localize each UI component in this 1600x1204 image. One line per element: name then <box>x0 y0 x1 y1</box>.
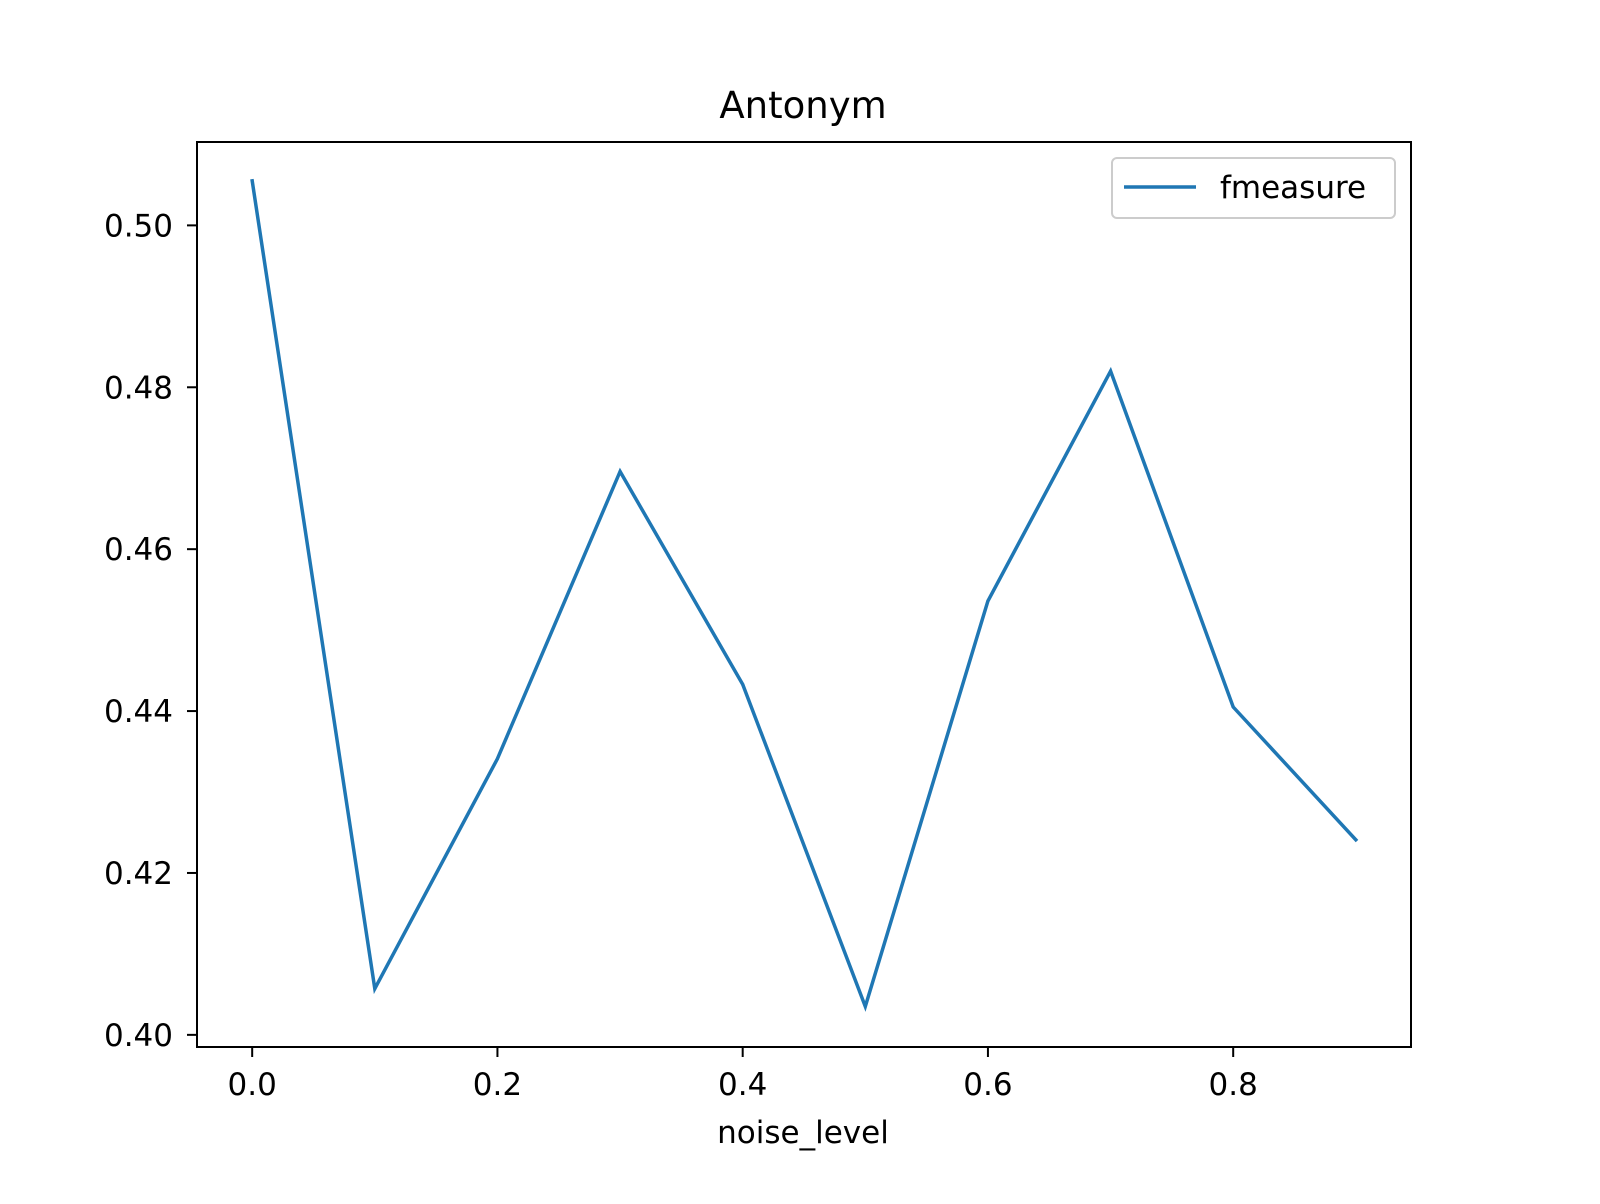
x-tick-label: 0.8 <box>1209 1067 1258 1103</box>
x-tick-label: 0.4 <box>718 1067 767 1103</box>
y-axis: 0.40 0.42 0.44 0.46 0.48 0.50 <box>104 208 197 1054</box>
data-point <box>863 1005 867 1009</box>
data-point <box>373 987 377 991</box>
x-tick-label: 0.0 <box>228 1067 277 1103</box>
y-tick-label: 0.46 <box>104 532 173 568</box>
y-tick-label: 0.42 <box>104 856 173 892</box>
y-tick-label: 0.40 <box>104 1018 173 1054</box>
x-tick-label: 0.2 <box>473 1067 522 1103</box>
plot-frame <box>196 141 1412 1048</box>
data-point <box>618 469 622 473</box>
data-point <box>1231 705 1235 709</box>
legend-box <box>1111 157 1396 219</box>
y-tick-label: 0.50 <box>104 208 173 244</box>
plot-series <box>250 178 1359 1012</box>
data-point <box>250 179 254 183</box>
data-point <box>741 682 745 686</box>
chart-title: Antonym <box>719 84 886 127</box>
legend: fmeasure <box>1111 157 1396 219</box>
data-point <box>495 757 499 761</box>
x-axis-label: noise_level <box>717 1115 889 1151</box>
y-tick-label: 0.48 <box>104 370 173 406</box>
series-line-fmeasure <box>250 178 1359 1012</box>
data-point <box>1354 838 1358 842</box>
y-tick-label: 0.44 <box>104 694 173 730</box>
x-axis: 0.0 0.2 0.4 0.6 0.8 <box>228 1047 1258 1103</box>
data-point <box>1109 369 1113 373</box>
data-point <box>986 599 990 603</box>
legend-label-fmeasure: fmeasure <box>1220 170 1366 206</box>
x-tick-label: 0.6 <box>963 1067 1012 1103</box>
